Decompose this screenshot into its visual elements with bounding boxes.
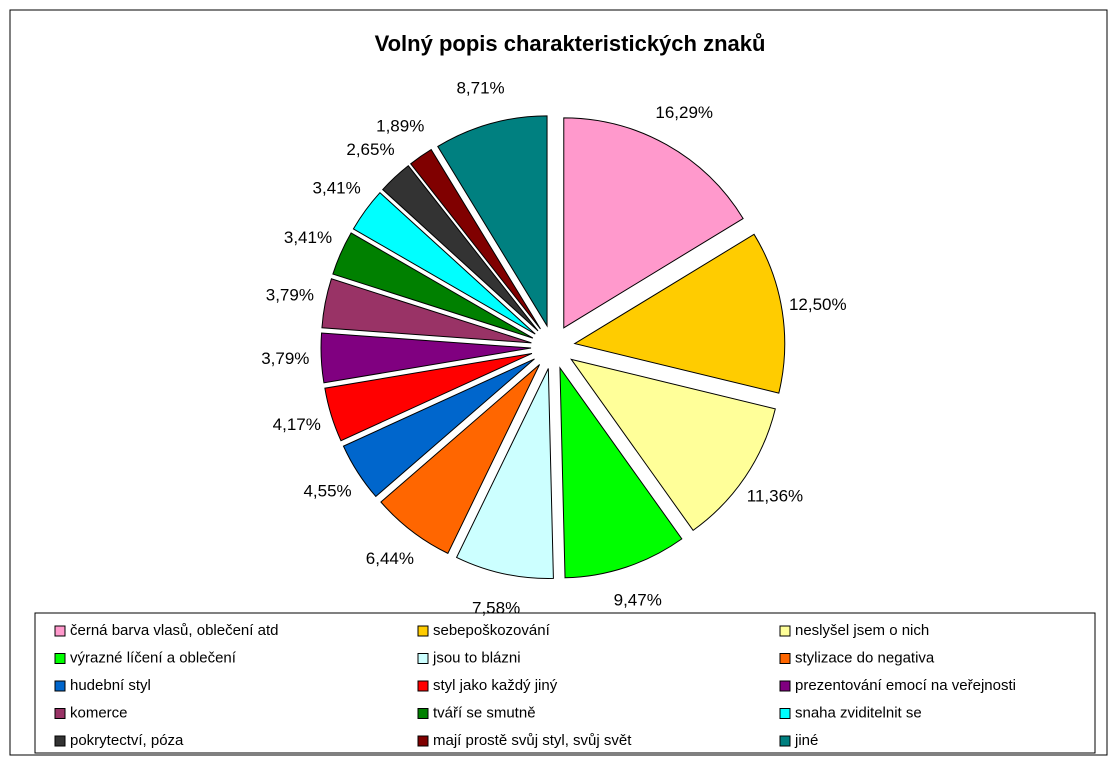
legend-label: styl jako každý jiný bbox=[433, 677, 558, 694]
legend-swatch bbox=[54, 625, 66, 637]
data-label: 3,41% bbox=[284, 228, 332, 247]
legend-swatch bbox=[54, 653, 66, 664]
pie-slice bbox=[381, 165, 539, 332]
legend-box bbox=[34, 612, 1096, 754]
pie-slice bbox=[410, 148, 541, 330]
legend-swatch bbox=[417, 653, 429, 664]
pie-slice bbox=[352, 191, 536, 335]
legend-label: hudební styl bbox=[70, 677, 151, 694]
legend-label: tváří se smutně bbox=[433, 704, 536, 721]
legend-label: jsou to blázni bbox=[432, 649, 521, 666]
legend-swatch bbox=[779, 708, 791, 719]
pie-slice bbox=[380, 364, 541, 555]
legend-swatch bbox=[54, 708, 66, 719]
data-label: 16,29% bbox=[655, 103, 713, 122]
pie-slice bbox=[324, 352, 533, 442]
legend-label: komerce bbox=[70, 704, 128, 721]
data-label: 2,65% bbox=[346, 140, 394, 159]
pie-slice bbox=[437, 115, 548, 328]
pie-slice bbox=[342, 358, 535, 498]
data-label: 11,36% bbox=[747, 487, 803, 506]
legend-label: pokrytectví, póza bbox=[70, 732, 184, 749]
legend-label: sebepoškozování bbox=[433, 622, 551, 639]
data-label: 12,50% bbox=[789, 295, 847, 314]
legend-label: prezentování emocí na veřejnosti bbox=[795, 677, 1016, 694]
pie-slice bbox=[321, 278, 532, 344]
legend-swatch bbox=[779, 653, 791, 664]
pie-slice bbox=[559, 366, 683, 579]
legend-label: černá barva vlasů, oblečení atd bbox=[70, 622, 278, 639]
legend-label: mají prostě svůj styl, svůj svět bbox=[433, 732, 632, 749]
legend-swatch bbox=[417, 735, 429, 747]
data-label: 3,79% bbox=[266, 286, 314, 305]
data-label: 4,17% bbox=[273, 415, 321, 434]
data-label: 7,58% bbox=[472, 598, 520, 617]
pie-slice bbox=[570, 358, 776, 532]
pie-slice bbox=[320, 332, 532, 384]
legend-swatch bbox=[779, 625, 791, 637]
data-label: 9,47% bbox=[614, 591, 662, 610]
legend-swatch bbox=[417, 680, 429, 692]
legend-label: výrazné líčení a oblečení bbox=[70, 649, 237, 666]
legend-swatch bbox=[779, 680, 791, 692]
legend-label: neslyšel jsem o nich bbox=[795, 622, 929, 639]
data-label: 3,41% bbox=[313, 178, 361, 197]
legend-swatch bbox=[779, 735, 791, 747]
pie-slice bbox=[573, 233, 786, 394]
legend-swatch bbox=[417, 708, 429, 719]
chart-frame bbox=[9, 9, 1108, 756]
data-label: 8,71% bbox=[456, 78, 504, 97]
legend-swatch bbox=[54, 735, 66, 747]
chart-title: Volný popis charakteristických znaků bbox=[375, 31, 766, 56]
legend-swatch bbox=[417, 625, 429, 637]
pie-slice bbox=[563, 117, 744, 329]
legend-label: stylizace do negativa bbox=[795, 649, 935, 666]
legend-label: snaha zviditelnit se bbox=[795, 704, 922, 721]
data-label: 1,89% bbox=[376, 116, 424, 135]
legend-label: jiné bbox=[794, 732, 818, 749]
legend-swatch bbox=[54, 680, 66, 692]
data-label: 4,55% bbox=[303, 481, 351, 500]
pie-slice bbox=[455, 368, 554, 579]
pie-slice bbox=[332, 232, 534, 339]
data-label: 6,44% bbox=[366, 549, 414, 568]
data-label: 3,79% bbox=[261, 349, 309, 368]
